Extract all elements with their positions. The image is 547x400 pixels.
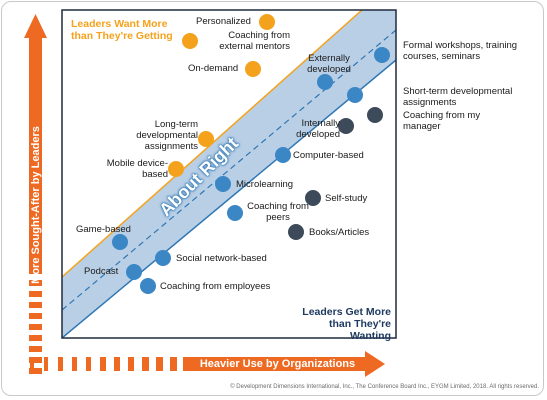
label-coaching-external: Coaching from external mentors	[219, 30, 290, 52]
label-computer-based: Computer-based	[293, 150, 364, 161]
plot-frame	[61, 9, 397, 339]
marker-externally-developed	[317, 74, 333, 90]
label-personalized: Personalized	[196, 16, 251, 27]
label-short-term: Short-term developmental assignments	[403, 86, 513, 108]
label-long-term: Long-term developmental assignments	[136, 119, 198, 152]
marker-mobile	[168, 161, 184, 177]
region-top-left-label: Leaders Want More than They're Getting	[71, 18, 173, 42]
marker-coaching-peers	[227, 205, 243, 221]
y-axis-arrow	[24, 14, 47, 374]
x-axis-label: Heavier Use by Organizations	[199, 358, 356, 370]
marker-formal-workshops	[374, 47, 390, 63]
x-axis-arrow	[30, 351, 385, 377]
marker-books-articles	[288, 224, 304, 240]
label-social-network: Social network-based	[176, 253, 267, 264]
marker-podcast	[126, 264, 142, 280]
marker-personalized	[259, 14, 275, 30]
copyright-notice: © Development Dimensions International, …	[230, 384, 539, 390]
marker-on-demand	[245, 61, 261, 77]
marker-internally-developed	[338, 118, 354, 134]
marker-microlearning	[215, 176, 231, 192]
marker-social-network	[155, 250, 171, 266]
label-books-articles: Books/Articles	[309, 227, 370, 238]
label-coaching-manager: Coaching from my manager	[403, 110, 481, 132]
label-coaching-employees: Coaching from employees	[160, 281, 271, 292]
label-microlearning: Microlearning	[236, 179, 294, 190]
label-coaching-peers: Coaching from peers	[247, 201, 309, 223]
marker-long-term	[198, 131, 214, 147]
label-podcast: Podcast	[84, 266, 119, 277]
marker-coaching-employees	[140, 278, 156, 294]
marker-self-study	[305, 190, 321, 206]
y-axis-label: More Sought-After by Leaders	[30, 126, 42, 284]
marker-game-based	[112, 234, 128, 250]
label-game-based: Game-based	[76, 224, 131, 235]
label-internally-developed: Internally developed	[296, 118, 340, 140]
label-mobile: Mobile device-based	[106, 158, 168, 180]
label-externally-developed: Externally developed	[307, 53, 351, 75]
region-bottom-right-label: Leaders Get More than They're Wanting	[302, 306, 391, 342]
marker-coaching-manager	[367, 107, 383, 123]
label-self-study: Self-study	[325, 193, 368, 204]
marker-short-term	[347, 87, 363, 103]
label-on-demand: On-demand	[188, 63, 239, 74]
marker-computer-based	[275, 147, 291, 163]
marker-coaching-external	[182, 33, 198, 49]
markers	[112, 14, 390, 294]
label-formal-workshops: Formal workshops, training courses, semi…	[403, 40, 518, 62]
